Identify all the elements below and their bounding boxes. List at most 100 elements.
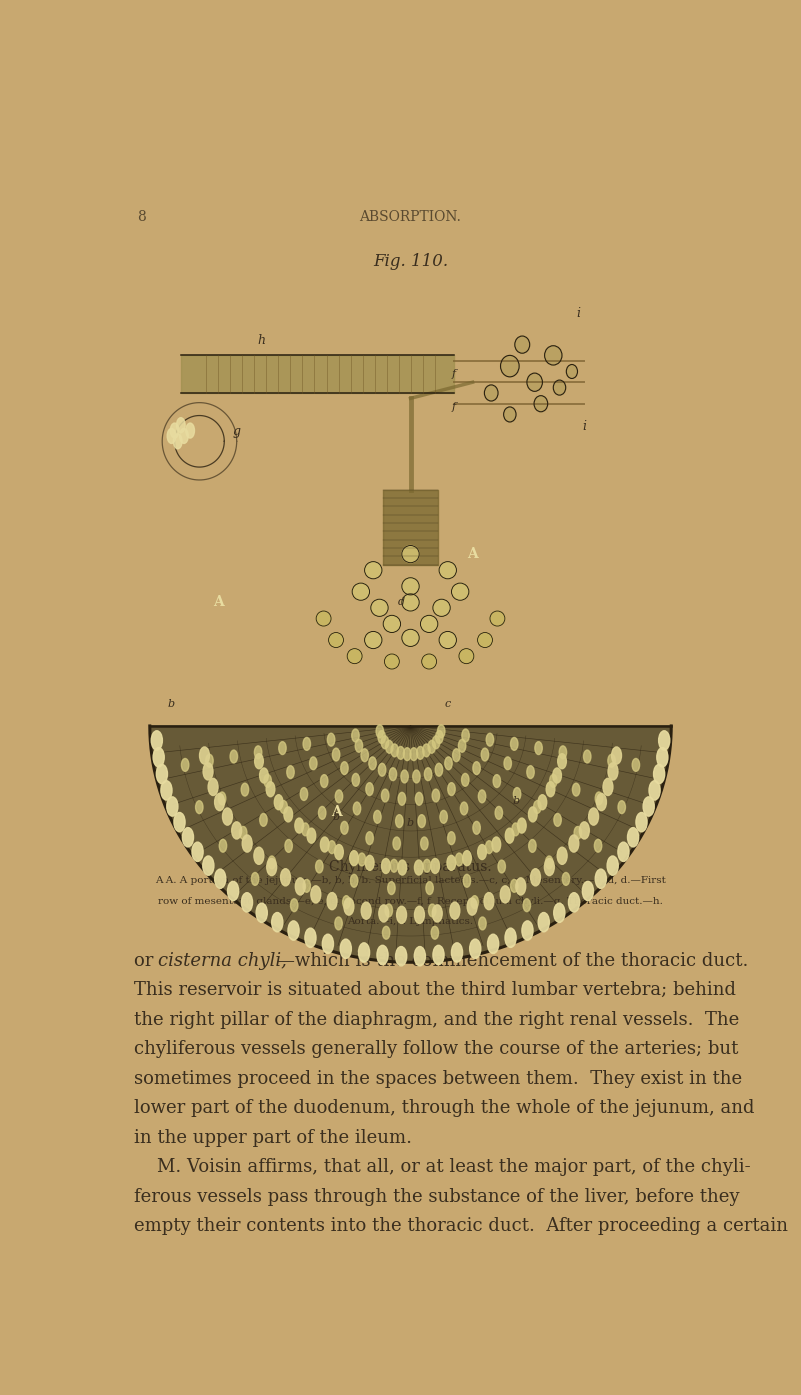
Circle shape [538, 795, 547, 809]
Circle shape [167, 428, 176, 444]
Circle shape [400, 770, 409, 783]
Circle shape [153, 748, 164, 767]
Ellipse shape [515, 336, 529, 353]
Circle shape [432, 790, 440, 802]
Circle shape [288, 921, 299, 940]
Circle shape [219, 840, 227, 852]
Circle shape [161, 781, 172, 801]
Circle shape [390, 859, 398, 872]
Circle shape [603, 778, 613, 795]
Text: empty their contents into the thoracic duct.  After proceeding a certain: empty their contents into the thoracic d… [135, 1218, 788, 1236]
Circle shape [352, 730, 359, 742]
Circle shape [272, 912, 283, 932]
Circle shape [156, 764, 167, 784]
Circle shape [352, 773, 360, 787]
Circle shape [582, 882, 594, 901]
Circle shape [343, 896, 350, 908]
Circle shape [608, 763, 618, 780]
Circle shape [227, 882, 239, 901]
Circle shape [433, 905, 442, 922]
Circle shape [445, 757, 453, 770]
Circle shape [595, 792, 602, 805]
Circle shape [654, 764, 665, 784]
Ellipse shape [383, 615, 400, 632]
Circle shape [174, 812, 185, 831]
Text: h: h [258, 333, 265, 347]
Circle shape [366, 831, 373, 844]
Circle shape [458, 739, 466, 752]
Circle shape [636, 812, 647, 831]
Text: the right pillar of the diaphragm, and the right renal vessels.  The: the right pillar of the diaphragm, and t… [135, 1010, 739, 1028]
Circle shape [529, 806, 537, 822]
Circle shape [431, 858, 440, 873]
Circle shape [183, 827, 194, 847]
Circle shape [379, 905, 388, 922]
Circle shape [410, 748, 417, 760]
Text: c: c [445, 699, 451, 710]
Circle shape [417, 746, 424, 759]
Circle shape [374, 810, 381, 823]
Circle shape [295, 817, 304, 833]
Circle shape [557, 753, 566, 769]
Circle shape [549, 774, 557, 787]
Circle shape [398, 792, 405, 805]
Circle shape [171, 423, 179, 438]
Circle shape [192, 843, 203, 862]
Circle shape [423, 744, 430, 757]
Circle shape [478, 790, 485, 802]
Circle shape [413, 770, 421, 783]
Circle shape [381, 858, 390, 873]
Circle shape [553, 769, 562, 783]
Circle shape [461, 802, 468, 815]
Circle shape [396, 947, 407, 965]
Text: in the upper part of the ileum.: in the upper part of the ileum. [135, 1129, 413, 1147]
Circle shape [215, 794, 224, 810]
Ellipse shape [439, 562, 457, 579]
Circle shape [627, 827, 638, 847]
Text: A: A [213, 596, 223, 610]
Ellipse shape [316, 611, 331, 626]
Circle shape [557, 847, 567, 865]
Circle shape [252, 872, 259, 886]
Circle shape [365, 855, 374, 870]
Text: Chyliferous Apparatus.: Chyliferous Apparatus. [329, 861, 492, 875]
Circle shape [436, 731, 443, 744]
Circle shape [516, 877, 525, 896]
Ellipse shape [364, 562, 382, 579]
Circle shape [254, 847, 264, 865]
Circle shape [393, 837, 400, 850]
Circle shape [618, 801, 626, 813]
Circle shape [488, 935, 499, 954]
Circle shape [340, 762, 348, 774]
Circle shape [355, 739, 363, 752]
Circle shape [426, 882, 433, 894]
Circle shape [505, 928, 516, 947]
Circle shape [583, 751, 591, 763]
Text: sometimes proceed in the spaces between them.  They exist in the: sometimes proceed in the spaces between … [135, 1070, 743, 1088]
Circle shape [553, 903, 565, 922]
Circle shape [527, 766, 534, 778]
Text: ABSORPTION.: ABSORPTION. [360, 211, 461, 225]
Circle shape [579, 822, 590, 838]
Circle shape [203, 763, 213, 780]
Circle shape [230, 751, 238, 763]
Circle shape [479, 917, 486, 930]
Ellipse shape [352, 583, 369, 600]
Circle shape [493, 774, 501, 788]
Text: —which is the commencement of the thoracic duct.: —which is the commencement of the thorac… [277, 951, 748, 970]
Circle shape [469, 939, 481, 958]
Circle shape [303, 879, 311, 893]
Circle shape [241, 783, 248, 797]
Circle shape [435, 763, 443, 776]
Circle shape [319, 806, 326, 819]
Circle shape [361, 903, 371, 919]
Circle shape [448, 831, 455, 844]
Circle shape [268, 857, 276, 869]
Circle shape [486, 734, 493, 746]
Text: b: b [332, 812, 340, 822]
Circle shape [513, 788, 521, 801]
Circle shape [151, 731, 163, 751]
Circle shape [256, 903, 268, 922]
Circle shape [305, 928, 316, 947]
Circle shape [328, 841, 336, 854]
